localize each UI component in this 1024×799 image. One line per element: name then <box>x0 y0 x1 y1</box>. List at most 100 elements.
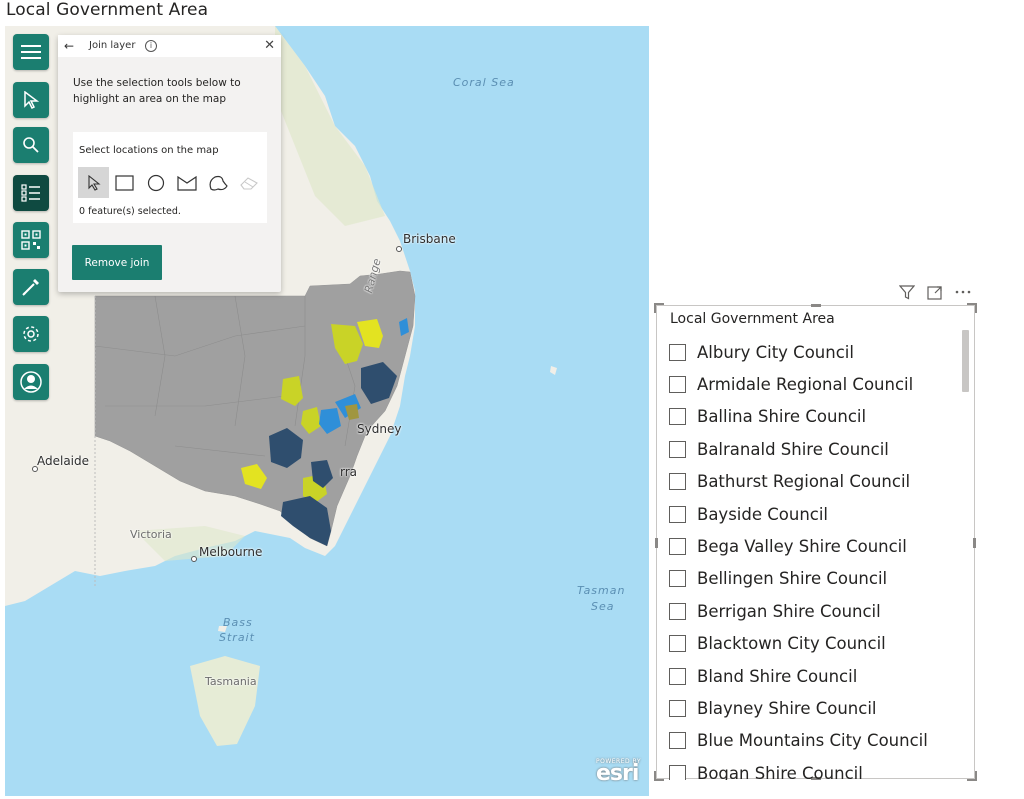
circle-tool-icon <box>147 174 164 191</box>
map-label-tasmania: Tasmania <box>205 675 257 688</box>
basemap[interactable] <box>5 26 649 796</box>
resize-handle[interactable] <box>811 777 821 780</box>
lga-navy <box>361 362 397 404</box>
slicer-scrollbar[interactable] <box>962 330 969 392</box>
slicer-checkbox[interactable] <box>669 473 686 491</box>
vegetation-area <box>275 26 385 226</box>
slicer-item[interactable]: Bega Valley Shire Council <box>669 530 959 562</box>
lga-yellow <box>241 464 267 489</box>
slicer-checkbox[interactable] <box>669 602 686 620</box>
city-marker-adelaide <box>32 466 38 472</box>
resize-handle[interactable] <box>654 303 664 313</box>
slicer-checkbox[interactable] <box>669 764 686 780</box>
slicer-item[interactable]: Blayney Shire Council <box>669 692 959 724</box>
lga-yellow <box>331 324 363 364</box>
visual-header <box>898 284 972 300</box>
slicer-item[interactable]: Blue Mountains City Council <box>669 725 959 757</box>
resize-handle[interactable] <box>967 771 977 781</box>
more-options-icon <box>955 290 971 294</box>
esri-logo: POWERED BY esri <box>596 758 641 786</box>
resize-handle[interactable] <box>654 771 664 781</box>
map-label-canberra: rra <box>340 465 358 479</box>
freehand-tool-button[interactable] <box>202 167 233 198</box>
layers-button[interactable] <box>13 175 49 211</box>
slicer-item[interactable]: Bland Shire Council <box>669 660 959 692</box>
resize-handle[interactable] <box>973 538 976 548</box>
slicer-list: Albury City Council Armidale Regional Cou… <box>669 336 959 780</box>
filter-button[interactable] <box>898 284 916 300</box>
slicer-checkbox[interactable] <box>669 505 686 523</box>
slicer-checkbox[interactable] <box>669 537 686 555</box>
slicer-checkbox[interactable] <box>669 408 686 426</box>
slicer-checkbox[interactable] <box>669 343 686 361</box>
remove-join-button[interactable]: Remove join <box>72 245 162 280</box>
slicer-checkbox[interactable] <box>669 440 686 458</box>
slicer-checkbox[interactable] <box>669 570 686 588</box>
pointer-tool-button[interactable] <box>78 167 109 198</box>
slicer-item-label: Bland Shire Council <box>697 666 858 686</box>
island <box>550 366 557 375</box>
map-label-tasman: Tasman <box>577 584 626 597</box>
info-icon[interactable]: i <box>145 40 157 52</box>
qr-grid-icon <box>21 230 41 250</box>
slicer-item-label: Bogan Shire Council <box>697 763 863 780</box>
lga-olive <box>345 404 359 420</box>
map-label-sea: Sea <box>591 600 615 613</box>
resize-handle[interactable] <box>811 304 821 307</box>
account-button[interactable] <box>13 364 49 400</box>
tools-button[interactable] <box>13 269 49 305</box>
resize-handle[interactable] <box>655 538 658 548</box>
settings-button[interactable] <box>13 316 49 352</box>
slicer-checkbox[interactable] <box>669 635 686 653</box>
slicer-item[interactable]: Albury City Council <box>669 336 959 368</box>
slicer-item[interactable]: Bathurst Regional Council <box>669 466 959 498</box>
city-marker-melbourne <box>191 556 197 562</box>
eraser-tool-button[interactable] <box>233 167 264 198</box>
lasso-tool-button[interactable] <box>171 167 202 198</box>
slicer-item[interactable]: Bogan Shire Council <box>669 757 959 780</box>
map-label-melbourne: Melbourne <box>199 545 263 559</box>
map-view[interactable]: Coral Sea Brisbane Range Sydney rra Adel… <box>5 26 649 796</box>
back-arrow-icon[interactable]: ← <box>64 39 75 53</box>
slicer-item[interactable]: Blacktown City Council <box>669 628 959 660</box>
map-label-bass: Bass <box>223 616 253 629</box>
selection-title: Select locations on the map <box>79 145 219 156</box>
slicer-checkbox[interactable] <box>669 375 686 393</box>
select-tool-button[interactable] <box>13 82 49 118</box>
slicer-item[interactable]: Ballina Shire Council <box>669 401 959 433</box>
resize-handle[interactable] <box>967 303 977 313</box>
map-label-victoria: Victoria <box>130 528 172 541</box>
menu-button[interactable] <box>13 34 49 70</box>
slicer-checkbox[interactable] <box>669 732 686 750</box>
panel-description: Use the selection tools below to highlig… <box>73 77 241 105</box>
rectangle-tool-button[interactable] <box>109 167 140 198</box>
slicer-checkbox[interactable] <box>669 667 686 685</box>
lga-yellow <box>357 319 383 348</box>
lga-slicer: Local Government Area Albury City Counci… <box>654 303 977 781</box>
slicer-item-label: Blue Mountains City Council <box>697 731 928 751</box>
slicer-checkbox[interactable] <box>669 699 686 717</box>
rectangle-tool-icon <box>114 174 134 191</box>
slicer-item[interactable]: Balranald Shire Council <box>669 433 959 465</box>
slicer-item[interactable]: Berrigan Shire Council <box>669 595 959 627</box>
slicer-item-label: Bega Valley Shire Council <box>697 536 907 556</box>
slicer-item-label: Albury City Council <box>697 342 854 362</box>
lga-yellow <box>281 376 303 406</box>
close-icon[interactable]: ✕ <box>264 38 275 53</box>
pointer-select-icon <box>24 91 39 109</box>
slicer-item[interactable]: Bellingen Shire Council <box>669 563 959 595</box>
focus-mode-button[interactable] <box>926 284 944 300</box>
focus-mode-icon <box>927 285 942 300</box>
slicer-item[interactable]: Armidale Regional Council <box>669 368 959 400</box>
reference-layer-button[interactable] <box>13 222 49 258</box>
vegetation-area <box>135 526 245 561</box>
freehand-tool-icon <box>209 175 228 191</box>
search-icon <box>23 137 39 153</box>
circle-tool-button[interactable] <box>140 167 171 198</box>
search-button[interactable] <box>13 127 49 163</box>
page-title: Local Government Area <box>6 0 209 20</box>
slicer-item[interactable]: Bayside Council <box>669 498 959 530</box>
esri-logo-text: esri <box>595 761 639 786</box>
more-options-button[interactable] <box>954 284 972 300</box>
eraser-tool-icon <box>239 176 258 190</box>
